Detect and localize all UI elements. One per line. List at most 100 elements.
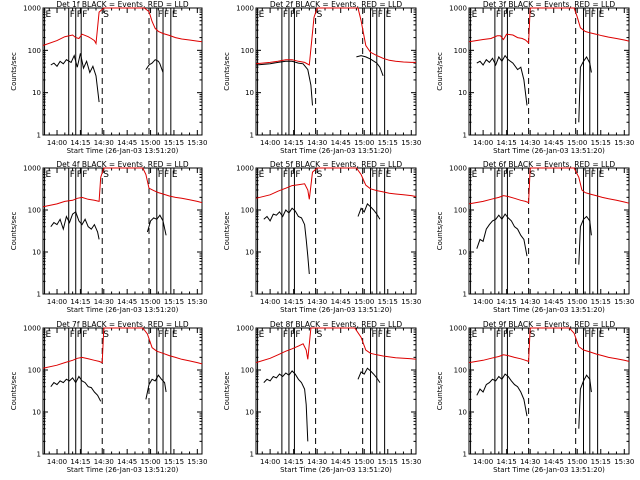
marker-label: E xyxy=(172,330,178,340)
y-tick-label: 10 xyxy=(245,89,254,97)
marker-label: F xyxy=(591,170,596,180)
marker-label: S xyxy=(103,330,109,340)
marker-label: F xyxy=(158,10,163,20)
marker-label: F xyxy=(295,330,300,340)
events-series-line xyxy=(357,203,381,220)
x-tick-label: 15:30 xyxy=(401,139,421,147)
panel-9-frame xyxy=(468,327,630,455)
x-tick-label: 14:00 xyxy=(260,139,280,147)
events-series-line xyxy=(145,374,167,400)
y-tick-label: 1 xyxy=(463,291,467,299)
marker-label: F xyxy=(496,10,501,20)
x-tick-label: 14:15 xyxy=(284,139,304,147)
lld-series-line xyxy=(468,327,630,364)
y-tick-label: 100 xyxy=(241,207,254,215)
marker-label: S xyxy=(317,10,323,20)
marker-label: F xyxy=(372,170,377,180)
x-tick-label: 14:45 xyxy=(331,298,351,306)
y-tick-label: 100 xyxy=(454,367,467,375)
marker-label: S xyxy=(530,10,536,20)
panel-8: Det 8f BLACK = Events, RED = LLD 1 10 100 10… xyxy=(223,320,421,474)
y-axis-label: Counts/sec xyxy=(436,372,444,411)
x-tick-label: 14:30 xyxy=(307,298,327,306)
marker-label: F xyxy=(585,10,590,20)
x-tick-label: 15:30 xyxy=(401,298,421,306)
events-series-line xyxy=(578,215,592,265)
events-series-line xyxy=(578,374,592,429)
panel-2: Det 2f BLACK = Events, RED = LLD 1 10 100 10… xyxy=(223,0,421,155)
y-tick-label: 10 xyxy=(32,249,41,257)
marker-label: E xyxy=(386,10,392,20)
events-series-line xyxy=(476,54,528,106)
y-tick-label: 100 xyxy=(28,367,41,375)
marker-label: E xyxy=(386,170,392,180)
y-tick-label: 100 xyxy=(28,207,41,215)
events-series-line xyxy=(50,375,102,402)
marker-label: F xyxy=(82,10,87,20)
panel-title-det: Det 5f xyxy=(270,160,293,169)
marker-label: F xyxy=(503,330,508,340)
marker-label: F xyxy=(591,330,596,340)
marker-label: E xyxy=(259,10,265,20)
panel-title-suffix: BLACK = Events, RED = LLD xyxy=(506,320,615,329)
x-tick-label: 15:15 xyxy=(164,458,184,466)
x-tick-label: 14:30 xyxy=(94,139,114,147)
x-tick-label: 15:30 xyxy=(614,458,634,466)
x-tick-label: 14:00 xyxy=(473,139,493,147)
marker-label: F xyxy=(82,170,87,180)
marker-label: F xyxy=(70,330,75,340)
lld-series-line xyxy=(468,7,630,45)
y-tick-label: 10 xyxy=(32,89,41,97)
x-tick-label: 15:00 xyxy=(140,139,160,147)
x-tick-label: 14:15 xyxy=(497,458,517,466)
panel-8-frame xyxy=(255,327,417,455)
panel-title-suffix: BLACK = Events, RED = LLD xyxy=(79,320,188,329)
panel-title-suffix: BLACK = Events, RED = LLD xyxy=(79,160,188,169)
y-axis-label: Counts/sec xyxy=(10,52,18,91)
y-axis-label: Counts/sec xyxy=(10,372,18,411)
x-tick-label: 15:00 xyxy=(567,139,587,147)
y-tick-label: 10 xyxy=(458,249,467,257)
x-tick-label: 14:15 xyxy=(284,298,304,306)
x-tick-label: 14:15 xyxy=(497,298,517,306)
x-tick-label: 14:30 xyxy=(520,139,540,147)
panel-title-det: Det 3f xyxy=(483,0,506,9)
marker-label: F xyxy=(283,170,288,180)
marker-label: F xyxy=(164,170,169,180)
marker-label: F xyxy=(290,170,295,180)
events-series-line xyxy=(357,367,381,383)
marker-label: E xyxy=(259,170,265,180)
y-tick-label: 100 xyxy=(454,207,467,215)
y-tick-label: 1000 xyxy=(236,325,254,333)
x-tick-label: 15:30 xyxy=(187,139,207,147)
x-tick-label: 15:30 xyxy=(401,458,421,466)
panel-3-title: Det 3f BLACK = Events, RED = LLD xyxy=(483,0,616,9)
marker-label: F xyxy=(496,330,501,340)
y-tick-label: 1000 xyxy=(23,165,41,173)
marker-label: F xyxy=(283,10,288,20)
x-tick-label: 15:15 xyxy=(591,458,611,466)
x-tick-label: 15:15 xyxy=(378,139,398,147)
events-series-line xyxy=(146,214,167,236)
y-tick-label: 10 xyxy=(458,89,467,97)
x-tick-label: 14:45 xyxy=(117,139,137,147)
events-series-line xyxy=(145,59,164,73)
lld-series-line xyxy=(42,327,203,369)
y-tick-label: 1 xyxy=(37,451,41,459)
marker-label: F xyxy=(158,330,163,340)
x-tick-label: 14:00 xyxy=(47,139,67,147)
x-tick-label: 14:45 xyxy=(544,298,564,306)
x-tick-label: 14:00 xyxy=(47,458,67,466)
x-tick-label: 14:30 xyxy=(307,139,327,147)
x-tick-label: 14:30 xyxy=(94,298,114,306)
x-axis-label: Start Time (26-Jan-03 13:51:20) xyxy=(493,466,605,474)
x-tick-label: 14:00 xyxy=(260,458,280,466)
lld-series-line xyxy=(42,7,203,46)
y-tick-label: 1 xyxy=(463,451,467,459)
x-tick-label: 14:15 xyxy=(284,458,304,466)
marker-label: S xyxy=(317,330,323,340)
y-tick-label: 1000 xyxy=(236,165,254,173)
x-tick-label: 14:15 xyxy=(70,139,90,147)
x-tick-label: 14:00 xyxy=(473,298,493,306)
